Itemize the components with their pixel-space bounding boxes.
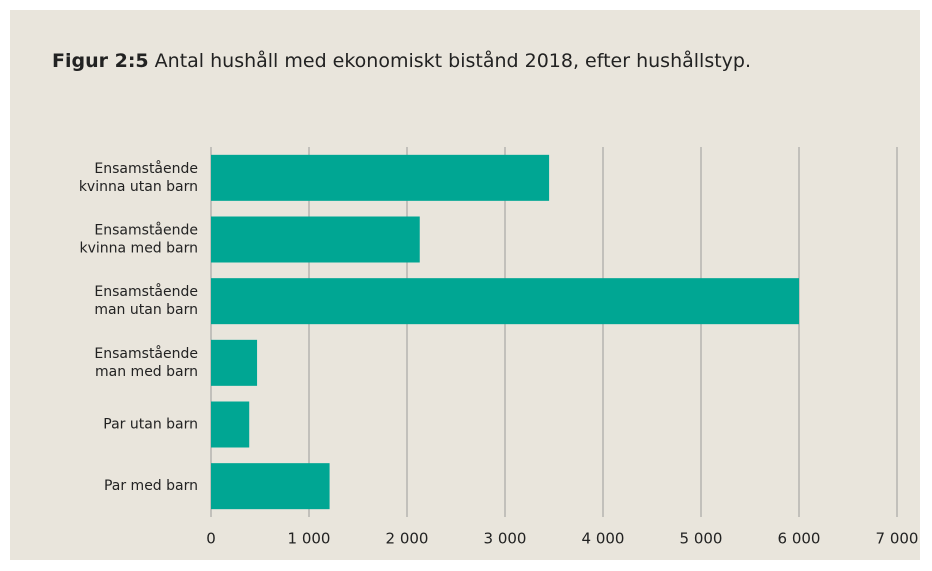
x-tick-label: 0	[206, 530, 216, 548]
y-tick-label: man utan barn	[94, 302, 198, 318]
y-tick-label: man med barn	[95, 364, 198, 380]
y-tick-label: Ensamstående	[94, 222, 198, 239]
x-tick-label: 5 000	[680, 530, 723, 548]
bar	[211, 463, 330, 510]
chart-title: Figur 2:5 Antal hushåll med ekonomiskt bi…	[52, 49, 751, 72]
y-tick-label: Ensamstående	[94, 160, 198, 177]
bar	[211, 401, 250, 448]
x-tick-label: 6 000	[778, 530, 821, 548]
y-tick-label: Ensamstående	[94, 345, 198, 362]
x-tick-label: 7 000	[876, 530, 919, 548]
y-tick-label: Ensamstående	[94, 283, 198, 300]
bar	[211, 154, 550, 201]
x-tick-label: 4 000	[582, 530, 625, 548]
title-text: Antal hushåll med ekonomiskt bistånd 201…	[155, 49, 751, 72]
bar	[211, 278, 799, 325]
y-tick-label: Par utan barn	[103, 417, 198, 433]
y-tick-label: kvinna med barn	[80, 241, 199, 257]
y-tick-label: kvinna utan barn	[79, 179, 198, 195]
bar	[211, 216, 420, 263]
x-tick-label: 2 000	[386, 530, 429, 548]
title-label: Figur 2:5	[52, 50, 149, 72]
bar	[211, 339, 258, 386]
y-tick-label: Par med barn	[104, 478, 198, 494]
x-tick-label: 1 000	[288, 530, 331, 548]
x-tick-label: 3 000	[484, 530, 527, 548]
